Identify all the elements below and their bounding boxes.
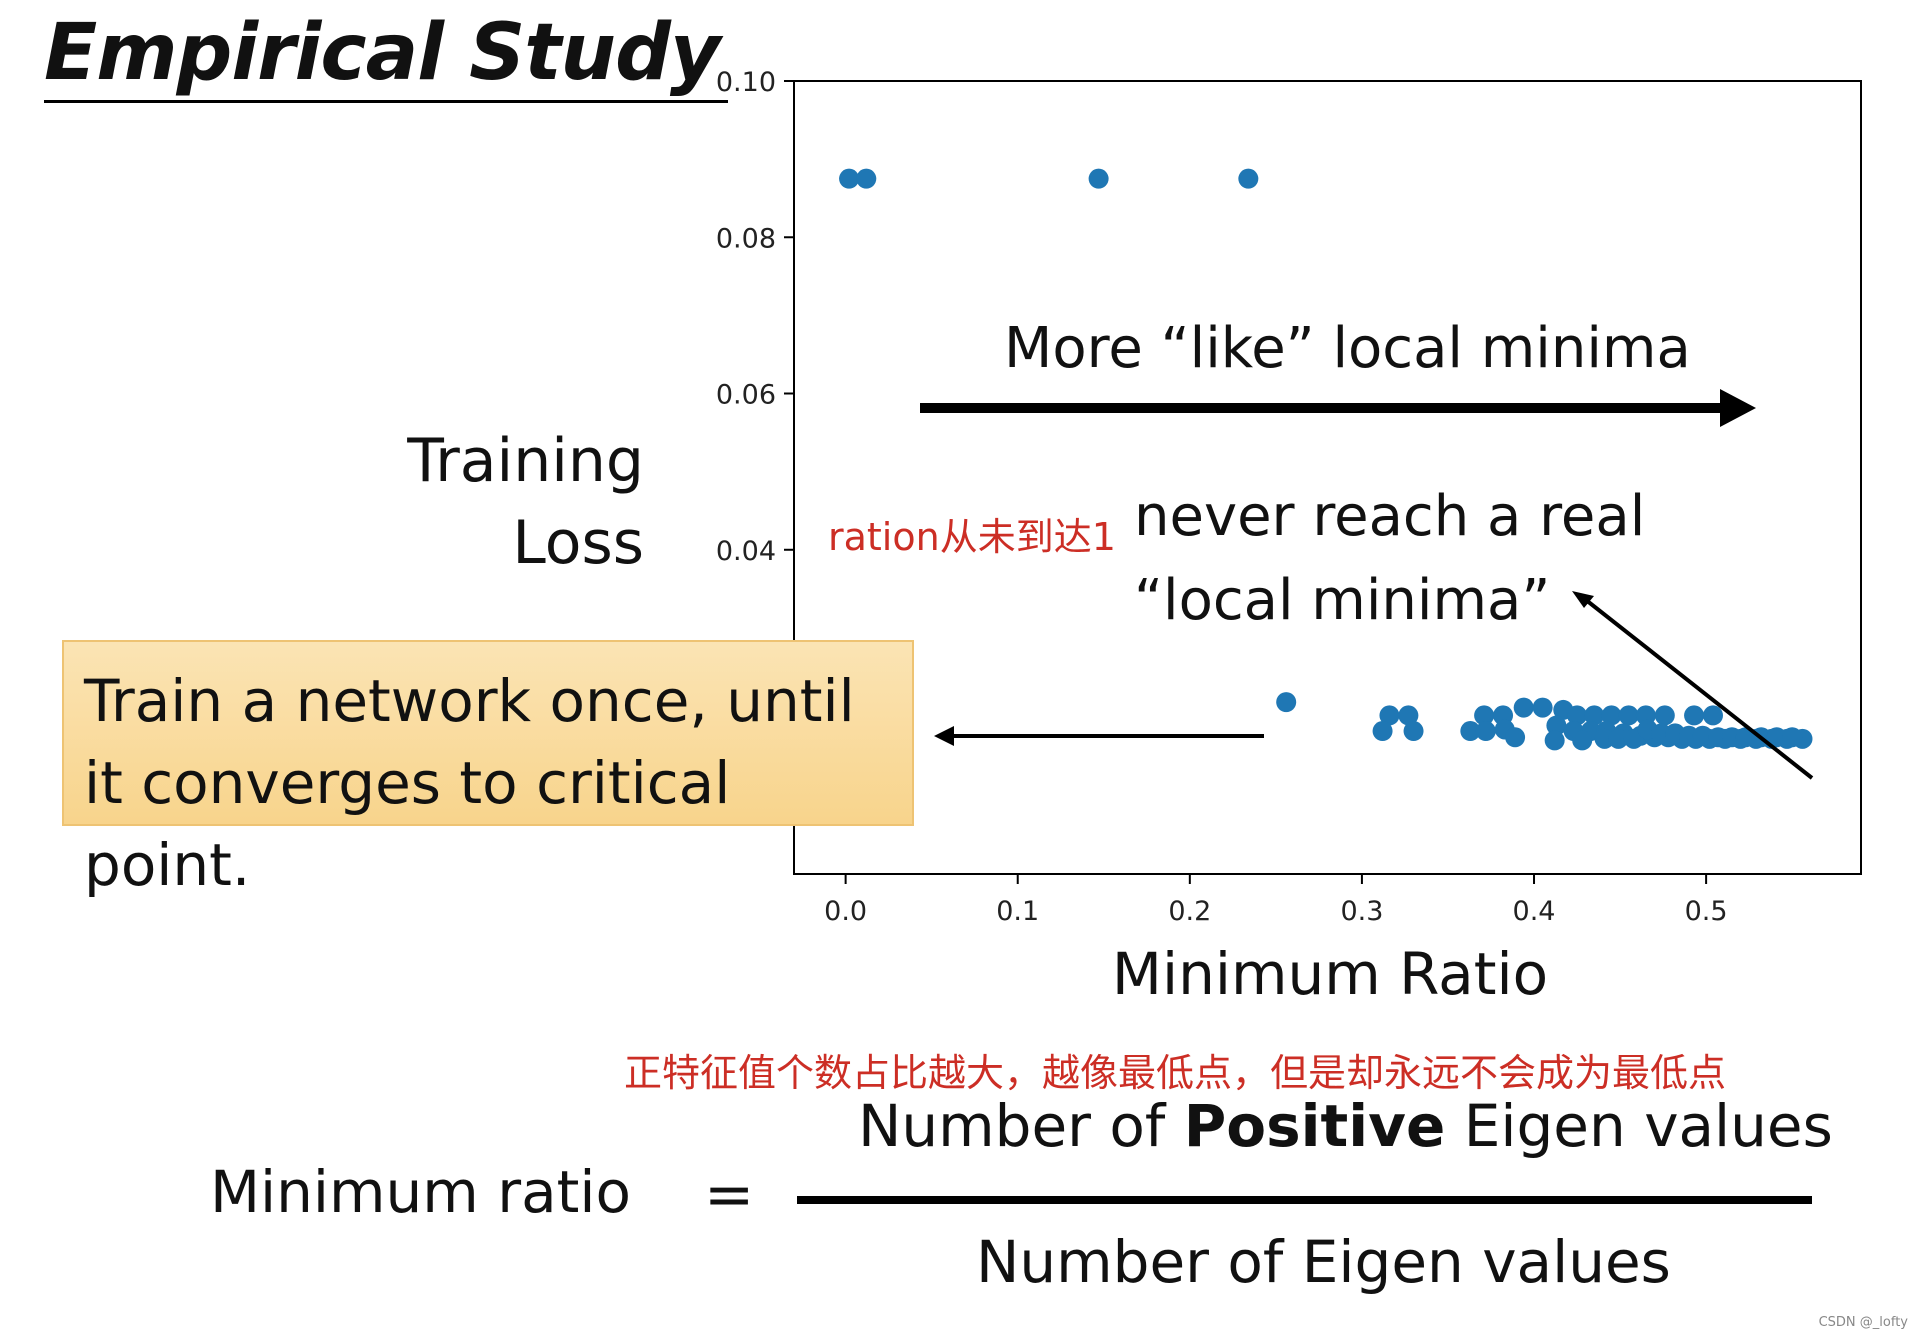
data-point xyxy=(1475,721,1496,742)
data-point xyxy=(1594,728,1615,749)
x-axis-label: Minimum Ratio xyxy=(1111,940,1549,1008)
x-tick-label: 0.5 xyxy=(1685,896,1728,927)
data-point xyxy=(1608,728,1629,749)
x-axis: 0.0 0.1 0.2 0.3 0.4 0.5 xyxy=(824,874,1728,927)
y-tick-label: 0.06 xyxy=(716,380,776,411)
data-point xyxy=(1403,721,1424,742)
x-tick-label: 0.3 xyxy=(1340,896,1383,927)
data-point xyxy=(1505,727,1526,748)
data-point xyxy=(1584,705,1605,726)
formula-equals: = xyxy=(704,1160,755,1230)
arrow-more-like-minima-head xyxy=(1720,389,1756,427)
data-point xyxy=(1546,715,1567,736)
data-point xyxy=(1601,705,1622,726)
data-point xyxy=(1572,730,1593,751)
formula-numerator-bold: Positive xyxy=(1183,1092,1446,1160)
data-point xyxy=(1766,727,1787,748)
y-axis-label-line2: Loss xyxy=(512,508,644,578)
data-point xyxy=(1513,697,1534,718)
y-axis: 0.100.080.060.040.02 xyxy=(716,67,794,723)
data-point xyxy=(1379,705,1400,726)
y-axis-label-line1: Training xyxy=(407,426,644,496)
data-point xyxy=(856,168,877,189)
annotation-never-reach-line2: “local minima” xyxy=(1134,568,1551,633)
arrow-to-never-reach xyxy=(1584,598,1814,780)
data-point xyxy=(1708,727,1729,748)
data-point xyxy=(1735,727,1756,748)
data-point xyxy=(1460,721,1481,742)
x-tick-label: 0.0 xyxy=(824,896,867,927)
formula-numerator: Number of Positive Eigen values xyxy=(858,1092,1833,1160)
data-point xyxy=(1702,705,1723,726)
arrow-to-never-reach-head xyxy=(1572,591,1594,608)
arrow-to-callout-head xyxy=(934,726,954,746)
x-tick-label: 0.2 xyxy=(1168,896,1211,927)
data-point xyxy=(1398,705,1419,726)
x-tick-label: 0.4 xyxy=(1513,896,1556,927)
data-point xyxy=(1567,705,1588,726)
x-tick-label: 0.1 xyxy=(996,896,1039,927)
y-tick-label: 0.10 xyxy=(716,67,776,98)
formula-lhs: Minimum ratio xyxy=(210,1158,631,1226)
slide-title: Empirical Study xyxy=(44,6,728,103)
data-point xyxy=(1532,697,1553,718)
y-tick-label: 0.08 xyxy=(716,223,776,254)
annotation-never-reach-line1: never reach a real xyxy=(1134,484,1646,549)
data-point xyxy=(1692,725,1713,746)
plot-frame xyxy=(793,80,1862,875)
data-point xyxy=(1618,705,1639,726)
formula-numerator-pre: Number of xyxy=(858,1092,1184,1160)
data-point xyxy=(1721,727,1742,748)
data-point xyxy=(1684,705,1705,726)
data-point xyxy=(1276,692,1297,713)
data-point xyxy=(1372,721,1393,742)
data-point xyxy=(1654,705,1675,726)
data-point xyxy=(1651,723,1672,744)
callout-box: Train a network once, until it converges… xyxy=(62,640,914,899)
annotation-red-ratio-note: ration从未到达1 xyxy=(828,515,1116,559)
data-point xyxy=(1238,168,1259,189)
formula-denominator: Number of Eigen values xyxy=(976,1228,1671,1296)
data-point xyxy=(1544,730,1565,751)
fraction-bar xyxy=(797,1196,1812,1204)
watermark: CSDN @_lofty xyxy=(1818,1315,1908,1330)
formula-numerator-post: Eigen values xyxy=(1445,1092,1833,1160)
data-point xyxy=(1782,727,1803,748)
data-point xyxy=(839,168,860,189)
y-tick-label: 0.04 xyxy=(716,536,776,567)
annotation-red-formula-note: 正特征值个数占比越大，越像最低点，但是却永远不会成为最低点 xyxy=(624,1051,1727,1095)
annotation-more-like-minima: More “like” local minima xyxy=(1004,316,1691,381)
data-point xyxy=(1474,705,1495,726)
y-axis-label: Training Loss xyxy=(224,420,644,584)
data-point xyxy=(1678,725,1699,746)
data-point xyxy=(1088,168,1109,189)
